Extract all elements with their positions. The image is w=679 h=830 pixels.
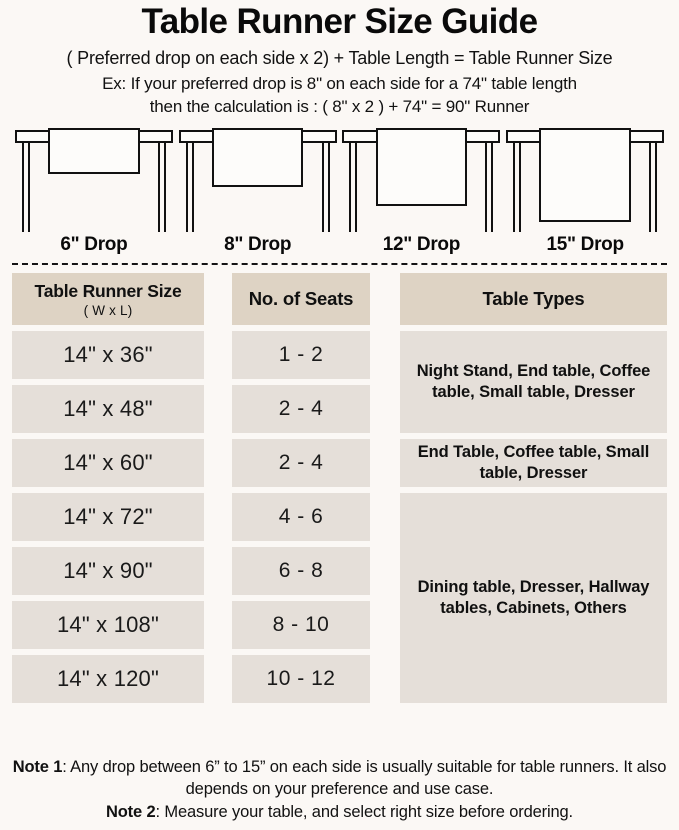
- table-cell-seats: 8 - 10: [232, 601, 370, 650]
- drop-label-12in: 12" Drop: [382, 234, 461, 256]
- table-leg-right-icon: [321, 143, 330, 233]
- header-text-runner-size: Table Runner Size( W x L): [34, 280, 182, 318]
- seats-value: 10 - 12: [266, 667, 336, 691]
- table-header-table-types: Table Types: [400, 273, 667, 326]
- page-title: Table Runner Size Guide: [141, 2, 539, 41]
- table-cell-size: 14" x 60": [12, 439, 204, 488]
- table-cell-seats: 2 - 4: [232, 439, 370, 488]
- table-diagram-15in: [506, 128, 665, 233]
- table-cell-size: 14" x 120": [12, 655, 204, 704]
- note-text: : Any drop between 6” to 15” on each sid…: [62, 757, 667, 799]
- header-text-no-of-seats: No. of Seats: [248, 288, 354, 310]
- table-types-value: Dining table, Dresser, Hallway tables, C…: [417, 577, 650, 618]
- seats-value: 1 - 2: [278, 343, 324, 367]
- drop-diagram-labels: 6" Drop 8" Drop 12" Drop 15" Drop: [12, 234, 667, 260]
- drop-label-15in: 15" Drop: [546, 234, 624, 256]
- table-cell-size: 14" x 48": [12, 385, 204, 434]
- table-types-value: Night Stand, End table, Coffee table, Sm…: [416, 361, 651, 402]
- seats-value: 4 - 6: [278, 505, 324, 529]
- table-cell-types-1: End Table, Coffee table, Small table, Dr…: [400, 439, 667, 488]
- header: Table Runner Size Guide ( Preferred drop…: [0, 2, 679, 118]
- runner-size-value: 14" x 120": [56, 666, 160, 692]
- table-header-runner-size: Table Runner Size( W x L): [12, 273, 204, 326]
- example-line-2: then the calculation is : ( 8" x 2 ) + 7…: [149, 96, 530, 116]
- table-types-value: End Table, Coffee table, Small table, Dr…: [417, 442, 650, 483]
- table-runner-icon: [211, 128, 304, 188]
- runner-size-value: 14" x 36": [63, 342, 153, 368]
- diagram-canvas: [506, 128, 665, 233]
- seats-value: 8 - 10: [272, 613, 330, 637]
- table-diagram-6in: [14, 128, 173, 233]
- table-diagram-8in: [178, 128, 337, 233]
- table-header-no-of-seats: No. of Seats: [232, 273, 370, 326]
- table-leg-left-icon: [349, 143, 358, 233]
- note-label: Note 1: [12, 757, 63, 776]
- seats-value: 2 - 4: [278, 451, 324, 475]
- notes-block: Note 1: Any drop between 6” to 15” on ea…: [0, 756, 679, 824]
- note-text: : Measure your table, and select right s…: [155, 803, 574, 822]
- table-leg-right-icon: [157, 143, 166, 233]
- table-cell-seats: 1 - 2: [232, 331, 370, 380]
- seats-value: 6 - 8: [278, 559, 324, 583]
- section-divider: [12, 263, 667, 266]
- table-runner-icon: [375, 128, 468, 207]
- table-leg-left-icon: [185, 143, 194, 233]
- drop-label-8in: 8" Drop: [224, 234, 292, 256]
- table-leg-left-icon: [21, 143, 30, 233]
- size-table: Table Runner Size( W x L) No. of Seats Tab…: [12, 273, 667, 712]
- example-line-1: Ex: If your preferred drop is 8" on each…: [102, 73, 577, 93]
- table-cell-types-0: Night Stand, End table, Coffee table, Sm…: [400, 331, 667, 434]
- table-cell-seats: 10 - 12: [232, 655, 370, 704]
- runner-size-value: 14" x 48": [63, 396, 153, 422]
- diagram-canvas: [342, 128, 501, 233]
- table-leg-left-icon: [513, 143, 522, 233]
- runner-size-value: 14" x 60": [63, 450, 153, 476]
- table-cell-size: 14" x 72": [12, 493, 204, 542]
- diagram-canvas: [14, 128, 173, 233]
- table-cell-seats: 4 - 6: [232, 493, 370, 542]
- table-runner-icon: [48, 128, 140, 175]
- table-cell-size: 14" x 90": [12, 547, 204, 596]
- note-label: Note 2: [105, 803, 156, 822]
- table-cell-size: 14" x 36": [12, 331, 204, 380]
- runner-size-value: 14" x 90": [63, 558, 153, 584]
- table-cell-seats: 6 - 8: [232, 547, 370, 596]
- table-leg-right-icon: [485, 143, 494, 233]
- note-2: Note 2: Measure your table, and select r…: [8, 801, 671, 824]
- runner-size-value: 14" x 108": [56, 612, 160, 638]
- note-1: Note 1: Any drop between 6” to 15” on ea…: [8, 756, 671, 802]
- drop-diagrams: [12, 128, 667, 233]
- table-leg-right-icon: [649, 143, 658, 233]
- table-runner-icon: [539, 128, 631, 223]
- header-text-table-types: Table Types: [482, 288, 585, 310]
- formula-line: ( Preferred drop on each side x 2) + Tab…: [66, 47, 613, 68]
- table-cell-seats: 2 - 4: [232, 385, 370, 434]
- table-cell-size: 14" x 108": [12, 601, 204, 650]
- table-cell-types-2: Dining table, Dresser, Hallway tables, C…: [400, 493, 667, 704]
- seats-value: 2 - 4: [278, 397, 324, 421]
- table-diagram-12in: [342, 128, 501, 233]
- runner-size-value: 14" x 72": [63, 504, 153, 530]
- diagram-canvas: [178, 128, 337, 233]
- drop-label-6in: 6" Drop: [60, 234, 128, 256]
